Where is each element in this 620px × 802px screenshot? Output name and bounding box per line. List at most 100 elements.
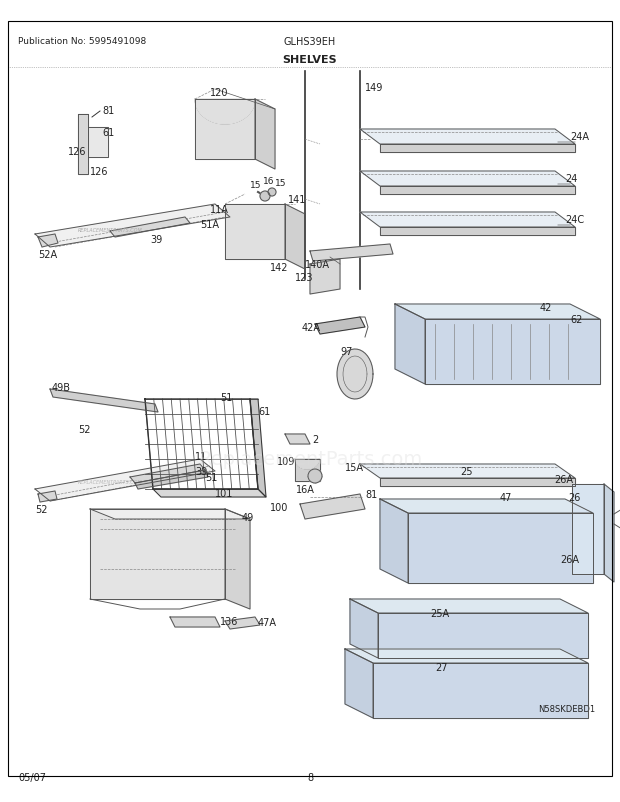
Text: 51A: 51A: [200, 220, 219, 229]
Text: 109: 109: [277, 456, 295, 467]
Text: 49B: 49B: [52, 383, 71, 392]
Text: 26: 26: [568, 492, 580, 502]
Polygon shape: [295, 460, 320, 469]
Text: 47A: 47A: [258, 618, 277, 627]
Polygon shape: [35, 460, 215, 501]
Circle shape: [268, 188, 276, 196]
Polygon shape: [195, 100, 255, 125]
Text: ReplacementParts.com: ReplacementParts.com: [198, 450, 422, 469]
Polygon shape: [380, 228, 575, 236]
Polygon shape: [225, 618, 260, 630]
Text: 05/07: 05/07: [18, 772, 46, 782]
Text: 39: 39: [150, 235, 162, 245]
Circle shape: [260, 192, 270, 202]
Polygon shape: [360, 172, 575, 187]
Polygon shape: [90, 509, 250, 520]
Polygon shape: [225, 509, 250, 610]
Polygon shape: [295, 460, 320, 481]
Text: 11: 11: [195, 452, 207, 461]
Text: 25: 25: [460, 467, 472, 476]
Text: 26A: 26A: [554, 475, 573, 484]
Polygon shape: [225, 205, 285, 260]
Polygon shape: [380, 500, 593, 513]
Polygon shape: [110, 217, 190, 237]
Text: 100: 100: [270, 502, 288, 512]
Text: 16: 16: [263, 177, 275, 186]
Text: 101: 101: [215, 488, 233, 498]
Text: GLHS39EH: GLHS39EH: [284, 37, 336, 47]
Polygon shape: [360, 213, 575, 228]
Circle shape: [308, 469, 322, 484]
Text: 42: 42: [540, 302, 552, 313]
Text: 2: 2: [312, 435, 318, 444]
Text: 47: 47: [500, 492, 512, 502]
Polygon shape: [153, 489, 266, 497]
Polygon shape: [38, 235, 58, 248]
Polygon shape: [255, 100, 275, 170]
Text: 15: 15: [275, 178, 286, 187]
Text: 39: 39: [195, 467, 207, 476]
Text: 126: 126: [90, 167, 108, 176]
Polygon shape: [378, 614, 588, 658]
Polygon shape: [572, 484, 604, 574]
Text: 61: 61: [258, 407, 270, 416]
Polygon shape: [350, 599, 588, 614]
Text: REPLACEMENTPARTS.COM: REPLACEMENTPARTS.COM: [78, 480, 143, 485]
Polygon shape: [373, 663, 588, 718]
Polygon shape: [88, 128, 108, 158]
Text: 142: 142: [270, 263, 288, 273]
Text: 25A: 25A: [430, 608, 449, 618]
Polygon shape: [380, 187, 575, 195]
Text: 27: 27: [435, 662, 448, 672]
Text: 15A: 15A: [345, 463, 364, 472]
Polygon shape: [380, 145, 575, 153]
Polygon shape: [135, 471, 208, 489]
Text: 61: 61: [102, 128, 114, 138]
Polygon shape: [380, 479, 575, 486]
Polygon shape: [170, 618, 220, 627]
Text: 24C: 24C: [565, 215, 584, 225]
Polygon shape: [360, 464, 575, 479]
Text: 140A: 140A: [305, 260, 330, 269]
Polygon shape: [285, 205, 305, 269]
Text: N58SKDEBD1: N58SKDEBD1: [538, 705, 595, 714]
Text: 52: 52: [35, 504, 48, 514]
Polygon shape: [408, 513, 593, 583]
Polygon shape: [380, 500, 408, 583]
Text: 97: 97: [340, 346, 352, 357]
Text: 24A: 24A: [570, 132, 589, 142]
Text: 24: 24: [565, 174, 577, 184]
Polygon shape: [310, 260, 340, 294]
Text: 8: 8: [307, 772, 313, 782]
Polygon shape: [310, 245, 393, 261]
Text: 149: 149: [365, 83, 383, 93]
Text: 16A: 16A: [296, 484, 315, 494]
Text: 81: 81: [365, 489, 377, 500]
Polygon shape: [360, 130, 575, 145]
Text: 42A: 42A: [302, 322, 321, 333]
Text: 52A: 52A: [38, 249, 57, 260]
Polygon shape: [195, 100, 255, 160]
Polygon shape: [395, 305, 425, 384]
Text: Publication No: 5995491098: Publication No: 5995491098: [18, 38, 146, 47]
Text: 49: 49: [242, 512, 254, 522]
Text: 51: 51: [205, 472, 218, 482]
Polygon shape: [35, 205, 230, 248]
Text: 26A: 26A: [560, 554, 579, 565]
Polygon shape: [315, 318, 365, 334]
Text: SHELVES: SHELVES: [283, 55, 337, 65]
Text: 52: 52: [78, 424, 91, 435]
Polygon shape: [300, 494, 365, 520]
Text: 141: 141: [288, 195, 306, 205]
Polygon shape: [285, 435, 310, 444]
Polygon shape: [130, 464, 205, 484]
Polygon shape: [425, 320, 600, 384]
Polygon shape: [50, 390, 158, 412]
Polygon shape: [78, 115, 88, 175]
Polygon shape: [337, 350, 373, 399]
Text: 51: 51: [220, 392, 232, 403]
Text: 126: 126: [68, 147, 87, 157]
Text: 81: 81: [102, 106, 114, 115]
Polygon shape: [250, 399, 266, 497]
Polygon shape: [345, 649, 373, 718]
